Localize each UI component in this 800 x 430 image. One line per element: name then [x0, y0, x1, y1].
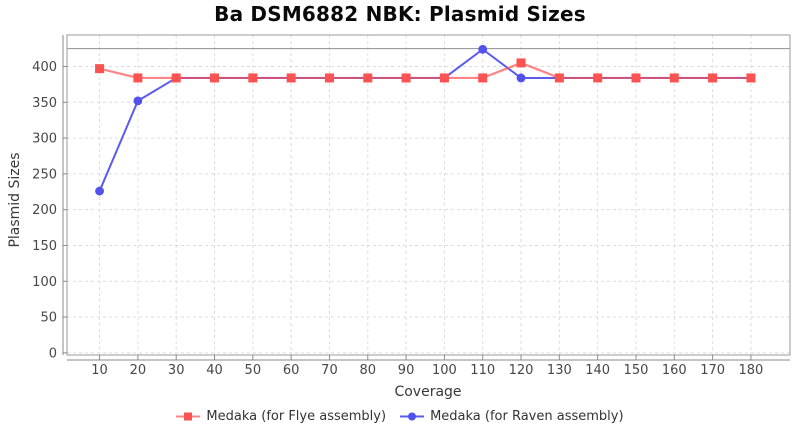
x-tick-label: 40	[206, 363, 223, 378]
x-tick-label: 170	[700, 363, 725, 378]
legend-marker	[408, 412, 417, 420]
legend-label: Medaka (for Flye assembly)	[206, 408, 387, 424]
data-point-square	[631, 73, 641, 83]
x-tick-label: 120	[509, 363, 534, 378]
y-tick-label: 300	[32, 132, 57, 147]
data-point-square	[324, 73, 334, 83]
data-point-circle	[516, 73, 526, 83]
y-tick-label: 350	[32, 96, 57, 111]
chart-layer: 10 20 30 40 50 60 70 80 90 100 110 120 130 140 150 160 1…	[32, 34, 791, 378]
plot-border	[66, 34, 791, 356]
series-line-flye	[99, 61, 751, 80]
data-point-square	[171, 73, 181, 83]
y-tick-label: 250	[32, 167, 57, 182]
data-point-square	[554, 73, 564, 83]
x-tick-label: 110	[470, 363, 495, 378]
data-point-circle	[133, 96, 143, 106]
data-point-square	[286, 73, 296, 83]
y-tick-label: 150	[32, 239, 57, 254]
data-point-square	[363, 73, 373, 83]
y-tick-label: 100	[32, 275, 57, 290]
y-tick-label: 400	[32, 60, 57, 75]
data-point-square	[593, 73, 603, 83]
x-tick-label: 90	[398, 363, 415, 378]
x-tick-label: 100	[432, 363, 457, 378]
data-point-square	[708, 73, 718, 83]
y-tick-label: 0	[49, 346, 57, 361]
data-point-square	[516, 58, 526, 68]
data-point-square	[746, 73, 756, 83]
legend-item-flye: Medaka (for Flye assembly)	[176, 409, 386, 424]
legend-item-raven: Medaka (for Raven assembly)	[400, 409, 624, 424]
data-point-square	[669, 73, 679, 83]
y-tick-label: 50	[40, 311, 57, 326]
x-tick-label: 140	[585, 363, 610, 378]
x-tick-label: 60	[283, 363, 300, 378]
data-point-square	[248, 73, 258, 83]
x-axis-label: Coverage	[394, 384, 461, 400]
legend: Medaka (for Flye assembly) Medaka (for Ra…	[0, 405, 800, 427]
square-legend-marker-icon	[176, 412, 201, 420]
series-line-raven	[98, 48, 751, 192]
x-tick-label: 180	[739, 363, 764, 378]
data-point-square	[478, 73, 488, 83]
x-tick-label: 20	[130, 363, 147, 378]
data-point-square	[210, 73, 220, 83]
legend-marker	[184, 412, 193, 420]
circle-legend-marker-icon	[400, 412, 425, 420]
data-point-square	[401, 73, 411, 83]
x-tick-label: 50	[245, 363, 262, 378]
data-point-square	[133, 73, 143, 83]
x-tick-label: 160	[662, 363, 687, 378]
x-tick-label: 30	[168, 363, 185, 378]
legend-label: Medaka (for Raven assembly)	[430, 408, 624, 424]
x-tick-label: 10	[91, 363, 108, 378]
x-tick-label: 150	[624, 363, 649, 378]
x-tick-label: 70	[321, 363, 338, 378]
data-point-square	[95, 64, 105, 74]
data-point-circle	[95, 186, 104, 196]
y-tick-label: 200	[32, 203, 57, 218]
x-tick-label: 80	[359, 363, 376, 378]
y-axis-label: Plasmid Sizes	[7, 152, 23, 247]
x-tick-label: 130	[547, 363, 572, 378]
data-point-circle	[478, 44, 488, 54]
data-point-square	[439, 73, 449, 83]
chart-title: Ba DSM6882 NBK: Plasmid Sizes	[214, 2, 586, 26]
